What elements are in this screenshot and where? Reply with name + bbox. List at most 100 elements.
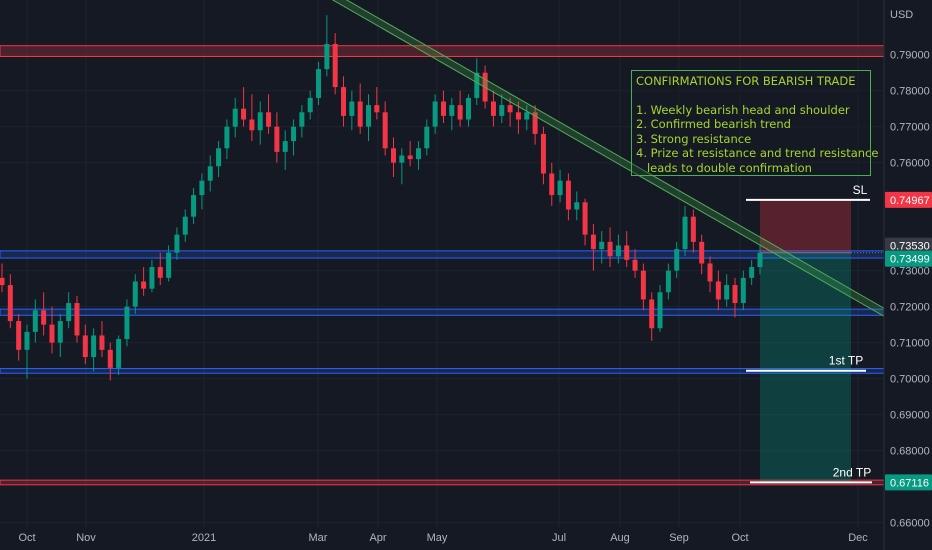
x-tick-label: Oct (731, 532, 748, 544)
y-tick-label: 0.78000 (890, 86, 930, 98)
candle-body (182, 216, 188, 235)
candle-body (757, 252, 763, 268)
x-tick-label: Dec (848, 532, 868, 544)
candle-body (166, 252, 172, 278)
confirmation-item: 3. Strong resistance (636, 131, 752, 146)
x-tick-label: Mar (309, 532, 328, 544)
price-axis[interactable]: USD 0.790000.780000.770000.760000.730000… (883, 0, 932, 550)
price-badge (885, 237, 932, 254)
price-badge-label: 0.67116 (890, 477, 929, 489)
axis-currency-label: USD (890, 9, 913, 21)
candle-body (99, 335, 105, 350)
candle-body (674, 249, 680, 271)
candle-body (16, 321, 22, 350)
candle-body (0, 277, 5, 286)
candle-body (615, 245, 621, 257)
time-axis[interactable]: Oct Nov 2021 Mar Apr May Jul Aug Sep Oct Dec (18, 532, 868, 544)
candle-body (740, 277, 746, 304)
candle-body (657, 292, 663, 329)
candle-body (432, 101, 438, 127)
candle-body (440, 101, 446, 116)
x-tick-label: Jul (552, 532, 566, 544)
confirmation-item: 2. Confirmed bearish trend (636, 117, 791, 131)
annotation-label: SL (853, 183, 868, 197)
candle-body (57, 321, 63, 343)
candle-body (465, 97, 471, 120)
stop-loss-zone[interactable] (760, 199, 851, 253)
x-tick-label: Apr (369, 532, 386, 544)
candle-body (415, 148, 421, 160)
candle-body (299, 112, 305, 127)
y-tick-label: 0.66000 (890, 518, 930, 530)
candle-body (24, 331, 30, 350)
take-profit-zone[interactable] (760, 252, 851, 483)
candle-body (515, 112, 521, 120)
x-tick-label: Aug (610, 532, 630, 544)
price-badge-label: 0.74967 (890, 195, 930, 207)
candle-body (324, 43, 330, 70)
candle-body (407, 155, 413, 160)
candle-body (732, 285, 738, 304)
candle-body (457, 105, 463, 120)
candle-body (91, 335, 97, 358)
candle-body (174, 234, 180, 253)
price-badge (885, 250, 932, 267)
candle-body (382, 112, 388, 149)
support-zone (0, 250, 885, 259)
candle-body (232, 108, 238, 127)
candle-body (590, 234, 596, 250)
x-tick-label: Oct (18, 532, 35, 544)
price-badge-label: 0.73530 (890, 241, 930, 253)
confirmation-item: 4. Prize at resistance and trend resista… (636, 146, 879, 160)
candle-body (366, 105, 372, 127)
annotation-label: 1st TP (829, 354, 863, 368)
candle-body (724, 285, 730, 300)
candle-body (132, 281, 138, 307)
candle-body (349, 101, 355, 116)
candle-body (565, 180, 571, 210)
candle-body (499, 105, 505, 116)
grid (0, 0, 884, 528)
candle-body (224, 126, 230, 149)
candle-body (390, 148, 396, 163)
candle-body (665, 270, 671, 293)
candle-body (316, 69, 322, 98)
candle-body (141, 281, 147, 289)
candle-body (649, 299, 655, 329)
candle-body (66, 303, 72, 322)
candle-body (640, 270, 646, 300)
candle-body (624, 245, 630, 260)
price-badge-label: 0.73499 (890, 254, 930, 266)
position-tool[interactable] (760, 199, 884, 483)
candle-body (341, 87, 347, 116)
support-zone (0, 308, 885, 316)
candles (0, 15, 763, 381)
candle-body (149, 267, 155, 289)
candle-body (266, 112, 272, 127)
candle-body (107, 349, 113, 368)
confirmations-note: CONFIRMATIONS FOR BEARISH TRADE 1. Weekl… (631, 70, 879, 176)
candle-body (399, 155, 405, 163)
candle-body (607, 241, 613, 257)
candle-body (282, 141, 288, 152)
x-tick-label: Nov (76, 532, 96, 544)
candle-body (524, 112, 530, 120)
candle-body (124, 306, 130, 340)
candle-body (374, 105, 380, 113)
candle-body (332, 43, 338, 88)
y-tick-label: 0.71000 (890, 338, 930, 350)
y-tick-label: 0.73000 (890, 266, 930, 278)
candle-body (41, 310, 47, 325)
candle-body (682, 216, 688, 250)
annotation-label: 2nd TP (833, 465, 871, 479)
candle-body (207, 166, 213, 181)
candle-body (490, 101, 496, 116)
candle-body (49, 324, 55, 343)
candle-body (199, 180, 205, 196)
candle-body (116, 339, 122, 368)
candle-body (574, 202, 580, 210)
y-tick-label: 0.77000 (890, 122, 930, 134)
price-badge (885, 191, 932, 208)
